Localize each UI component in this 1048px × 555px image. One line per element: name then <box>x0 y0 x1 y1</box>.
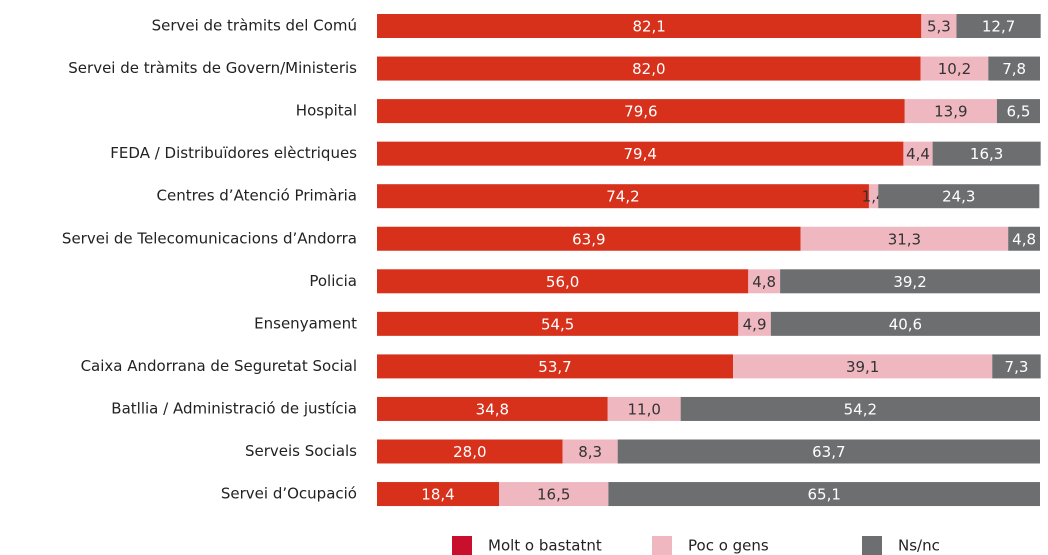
value-label: 16,5 <box>537 486 570 504</box>
value-label: 39,2 <box>893 273 926 291</box>
value-label: 13,9 <box>934 103 967 121</box>
bar-segment <box>377 184 869 209</box>
legend-swatch <box>652 536 672 555</box>
legend-label: Molt o bastatnt <box>488 537 602 555</box>
bar-segment <box>733 354 993 379</box>
value-label: 39,1 <box>846 358 879 376</box>
bar-segment <box>738 311 771 336</box>
bar-segment <box>377 482 499 507</box>
value-label: 28,0 <box>453 443 486 461</box>
value-label: 8,3 <box>578 443 602 461</box>
bar-segment <box>377 14 922 38</box>
value-label: 10,2 <box>938 60 971 78</box>
category-label: Hospital <box>296 102 357 120</box>
bar-segment <box>878 184 1040 209</box>
value-label: 40,6 <box>889 315 922 333</box>
value-label: 79,4 <box>624 145 657 163</box>
value-label: 82,1 <box>632 18 665 36</box>
bar-segment <box>800 226 1009 251</box>
bar-segment <box>562 439 618 464</box>
value-label: 4,8 <box>752 273 776 291</box>
category-label: Batllia / Administració de justícia <box>111 399 357 417</box>
bar-segment <box>988 56 1040 81</box>
bar-segment <box>608 482 1040 507</box>
value-label: 82,0 <box>632 60 665 78</box>
value-label: 7,3 <box>1005 358 1029 376</box>
category-label: Servei d’Ocupació <box>221 485 357 503</box>
bar-segment <box>377 56 921 81</box>
value-label: 54,2 <box>844 400 877 418</box>
category-label: FEDA / Distribuïdores elèctriques <box>110 144 357 162</box>
value-label: 31,3 <box>888 230 921 248</box>
value-label: 5,3 <box>927 18 951 36</box>
value-label: 6,5 <box>1007 103 1031 121</box>
value-label: 18,4 <box>421 486 454 504</box>
value-label: 79,6 <box>624 103 657 121</box>
legend-label: Ns/nc <box>898 537 940 555</box>
category-label: Centres d’Atenció Primària <box>157 187 357 205</box>
bar-segment <box>920 56 989 81</box>
value-label: 56,0 <box>546 273 579 291</box>
category-label: Policia <box>309 272 357 290</box>
bar-segment <box>377 226 801 251</box>
bar-segment <box>680 396 1040 421</box>
value-label: 24,3 <box>942 188 975 206</box>
value-label: 34,8 <box>476 400 509 418</box>
bar-segment <box>498 482 609 507</box>
category-label: Ensenyament <box>254 314 357 332</box>
bar-segment <box>996 99 1040 124</box>
bar-segment <box>377 439 563 464</box>
value-label: 11,0 <box>627 400 660 418</box>
bar-segment <box>770 311 1040 336</box>
legend-swatch <box>862 536 882 555</box>
bar-segment <box>377 311 739 336</box>
bar-segment <box>904 99 997 124</box>
bar-segment <box>617 439 1040 464</box>
bar-segment <box>780 269 1040 294</box>
value-label: 53,7 <box>538 358 571 376</box>
bar-segment <box>956 14 1041 38</box>
category-label: Servei de tràmits del Comú <box>152 17 357 35</box>
value-label: 4,8 <box>1012 230 1036 248</box>
bar-segment <box>377 99 905 124</box>
bar-segment <box>992 354 1041 379</box>
bar-segment <box>377 396 608 421</box>
bar-segment <box>903 141 933 166</box>
bar-segment <box>932 141 1041 166</box>
category-label: Caixa Andorrana de Seguretat Social <box>81 357 357 375</box>
value-label: 63,9 <box>572 230 605 248</box>
bar-segment <box>607 396 681 421</box>
legend-swatch <box>452 536 472 555</box>
bar-segment <box>377 269 749 294</box>
legend-label: Poc o gens <box>688 537 769 555</box>
value-label: 4,9 <box>743 315 767 333</box>
bar-segment <box>377 141 904 166</box>
value-label: 7,8 <box>1002 60 1026 78</box>
value-label: 63,7 <box>812 443 845 461</box>
value-label: 12,7 <box>982 18 1015 36</box>
category-label: Servei de Telecomunicacions d’Andorra <box>62 229 357 247</box>
bar-segment <box>868 184 879 209</box>
value-label: 74,2 <box>606 188 639 206</box>
value-label: 16,3 <box>970 145 1003 163</box>
bar-segment <box>377 354 734 379</box>
value-label: 54,5 <box>541 315 574 333</box>
bar-segment <box>921 14 957 38</box>
value-label: 4,4 <box>906 145 930 163</box>
category-label: Serveis Socials <box>245 442 357 460</box>
bar-segment <box>748 269 781 294</box>
bar-segment <box>1008 226 1040 251</box>
category-label: Servei de tràmits de Govern/Ministeris <box>68 59 357 77</box>
value-label: 65,1 <box>807 486 840 504</box>
